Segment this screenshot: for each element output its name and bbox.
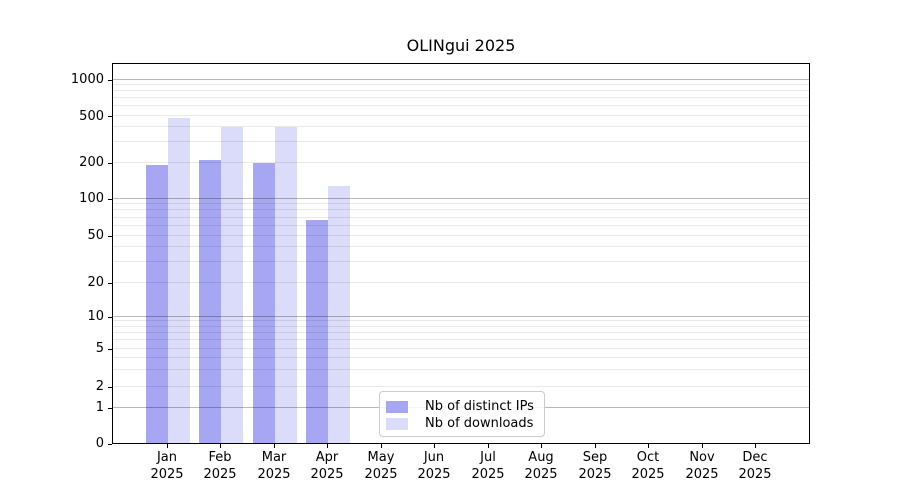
plot-area: [112, 63, 810, 444]
x-tick-mark: [648, 444, 649, 448]
x-tick-label: May 2025: [364, 450, 398, 482]
legend-item-distinct-ips: Nb of distinct IPs: [386, 398, 536, 415]
x-tick-mark: [434, 444, 435, 448]
x-tick-mark: [167, 444, 168, 448]
y-tick-mark: [108, 348, 112, 350]
bar-downloads: [328, 186, 350, 443]
y-tick-label: 2: [95, 379, 104, 394]
y-tick-label: 100: [79, 191, 104, 206]
y-tick-mark: [108, 198, 112, 200]
bar-downloads: [275, 127, 297, 443]
y-tick-mark: [108, 443, 112, 445]
bar-distinct-ips: [306, 220, 328, 443]
x-tick-mark: [274, 444, 275, 448]
x-tick-label: Sep 2025: [578, 450, 612, 482]
x-tick-mark: [541, 444, 542, 448]
minor-gridline: [113, 97, 809, 99]
y-tick-mark: [108, 386, 112, 388]
x-tick-label: Oct 2025: [631, 450, 665, 482]
legend-item-downloads: Nb of downloads: [386, 415, 536, 432]
x-tick-mark: [595, 444, 596, 448]
minor-gridline: [113, 84, 809, 86]
y-tick-mark: [108, 316, 112, 318]
y-tick-mark: [108, 282, 112, 284]
minor-gridline: [113, 126, 809, 128]
y-tick-label: 500: [79, 108, 104, 124]
x-tick-mark: [755, 444, 756, 448]
bar-downloads: [168, 118, 190, 443]
minor-gridline: [113, 105, 809, 107]
x-tick-mark: [702, 444, 703, 448]
y-tick-mark: [108, 116, 112, 117]
bar-distinct-ips: [253, 163, 275, 443]
legend-swatch-distinct-ips: [386, 400, 408, 413]
minor-gridline: [113, 140, 809, 142]
y-tick-label: 50: [87, 228, 104, 243]
x-tick-mark: [488, 444, 489, 448]
x-tick-label: Mar 2025: [257, 450, 291, 482]
legend: Nb of distinct IPs Nb of downloads: [379, 391, 545, 437]
legend-swatch-downloads: [386, 417, 408, 430]
x-tick-label: Nov 2025: [685, 450, 719, 482]
y-tick-mark: [108, 235, 112, 237]
legend-label: Nb of distinct IPs: [425, 399, 534, 414]
y-tick-label: 0: [95, 436, 104, 451]
x-tick-label: Jan 2025: [150, 450, 184, 482]
bar-distinct-ips: [199, 160, 221, 443]
minor-gridline: [113, 90, 809, 92]
y-tick-mark: [108, 407, 112, 409]
legend-label: Nb of downloads: [425, 416, 534, 431]
y-tick-mark: [108, 162, 112, 164]
x-tick-label: Apr 2025: [310, 450, 344, 482]
y-tick-mark: [108, 79, 112, 81]
chart-title: OLINgui 2025: [406, 36, 516, 55]
bar-downloads: [221, 127, 243, 443]
major-gridline: [113, 78, 809, 80]
x-tick-label: Jun 2025: [417, 450, 451, 482]
y-tick-label: 10: [87, 309, 104, 324]
y-tick-label: 1000: [70, 72, 104, 87]
minor-gridline: [113, 115, 809, 116]
y-tick-label: 5: [95, 341, 104, 356]
y-tick-label: 1: [95, 400, 104, 415]
y-tick-label: 20: [87, 275, 104, 290]
x-tick-mark: [381, 444, 382, 448]
x-tick-label: Feb 2025: [203, 450, 237, 482]
x-tick-label: Dec 2025: [738, 450, 772, 482]
y-tick-label: 200: [79, 155, 104, 170]
x-tick-mark: [220, 444, 221, 448]
x-tick-label: Jul 2025: [471, 450, 505, 482]
x-tick-mark: [327, 444, 328, 448]
bar-distinct-ips: [146, 165, 168, 443]
x-tick-label: Aug 2025: [524, 450, 558, 482]
